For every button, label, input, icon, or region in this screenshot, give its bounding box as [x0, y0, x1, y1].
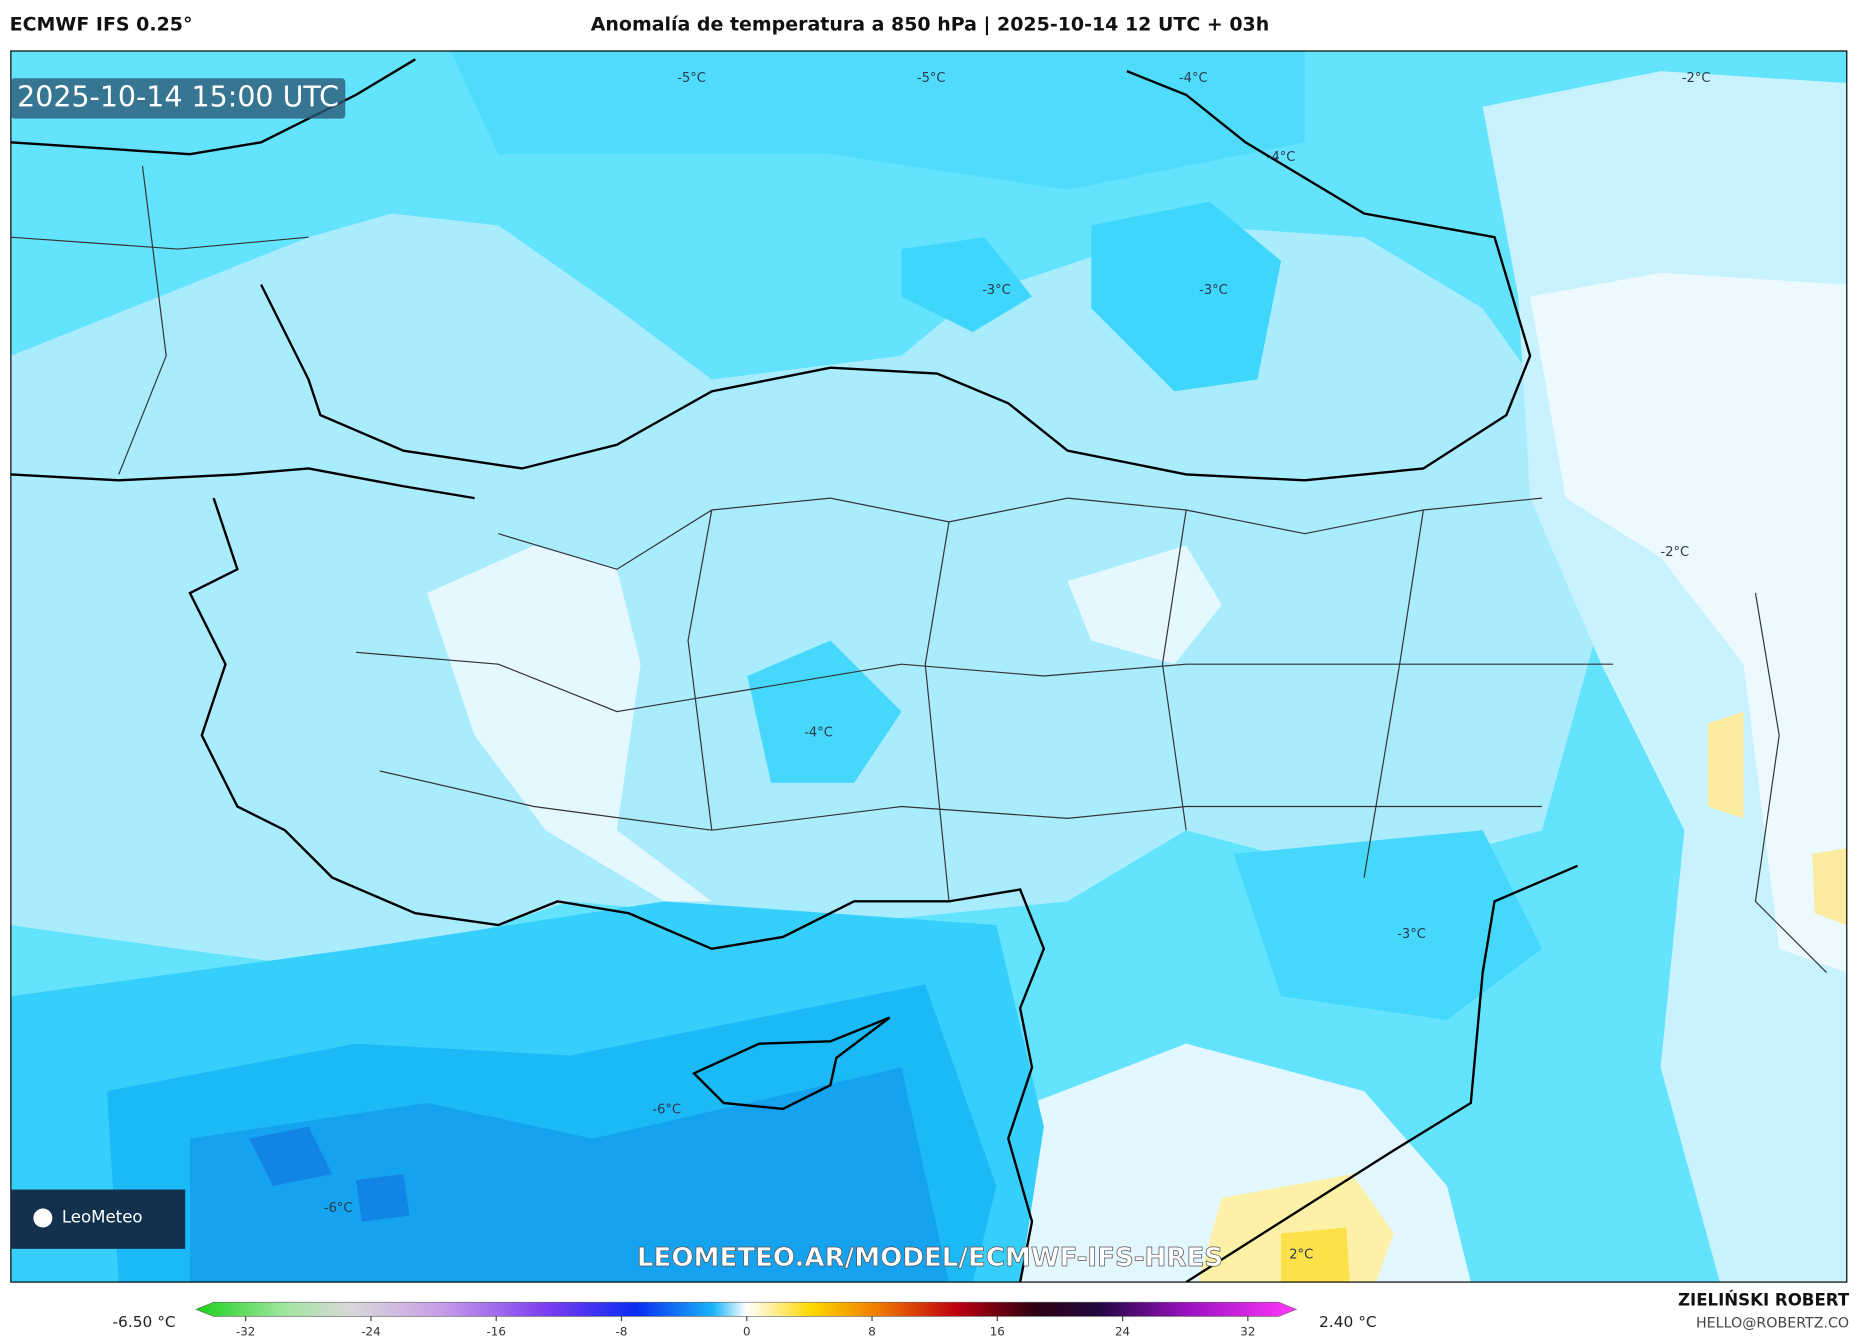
- colorbar-tick-label: 24: [1115, 1324, 1130, 1338]
- contour-label: -4°C: [1179, 71, 1208, 86]
- contour-label: -3°C: [1397, 927, 1426, 942]
- contour-label: -5°C: [917, 71, 946, 86]
- timestamp-box: [10, 78, 346, 119]
- contour-label: -3°C: [982, 283, 1011, 298]
- contour-label: -2°C: [1661, 545, 1690, 560]
- timestamp: 2025-10-14 15:00 UTC: [17, 80, 339, 113]
- contour-label: -4°C: [1267, 150, 1296, 165]
- colorbar-max: 2.40 °C: [1319, 1313, 1377, 1331]
- colorbar-tick-label: -24: [361, 1324, 380, 1338]
- watermark: LEOMETEO.AR/MODEL/ECMWF-IFS-HRES: [637, 1243, 1223, 1273]
- model-label: ECMWF IFS 0.25°: [10, 13, 193, 35]
- logo-text: LeoMeteo: [62, 1208, 143, 1227]
- map-title: Anomalía de temperatura a 850 hPa | 2025…: [591, 13, 1270, 35]
- contour-label: -4°C: [804, 725, 833, 740]
- map: -5°C -5°C -4°C -2°C -4°C -3°C -3°C -2°C -4°C -3°C…: [10, 50, 1848, 1283]
- logo-sun: [33, 1208, 53, 1228]
- colorbar-tick-label: 32: [1240, 1324, 1255, 1338]
- colorbar-tick-label: 8: [868, 1324, 876, 1338]
- colorbar-tick-label: 0: [743, 1324, 751, 1338]
- contour-label: -5°C: [677, 71, 706, 86]
- colorbar-tick-label: -16: [487, 1324, 506, 1338]
- colorbar-min: -6.50 °C: [112, 1313, 175, 1331]
- colorbar-tick-label: 16: [990, 1324, 1005, 1338]
- contour-label: -3°C: [1199, 283, 1228, 298]
- contour-label: -6°C: [324, 1201, 353, 1216]
- colorbar-tick-label: -8: [616, 1324, 628, 1338]
- author: ZIELIŃSKI ROBERT: [1678, 1291, 1850, 1310]
- contour-label: -2°C: [1682, 71, 1711, 86]
- email: HELLO@ROBERTZ.CO: [1696, 1316, 1849, 1332]
- contour-label: 2°C: [1289, 1247, 1313, 1262]
- colorbar-tick-label: -32: [236, 1324, 255, 1338]
- contour-label: -6°C: [652, 1103, 681, 1118]
- colorbar: -32 -24 -16 -8 0 8 16 24 32 -6.50 °C 2.40 °C: [112, 1301, 1377, 1338]
